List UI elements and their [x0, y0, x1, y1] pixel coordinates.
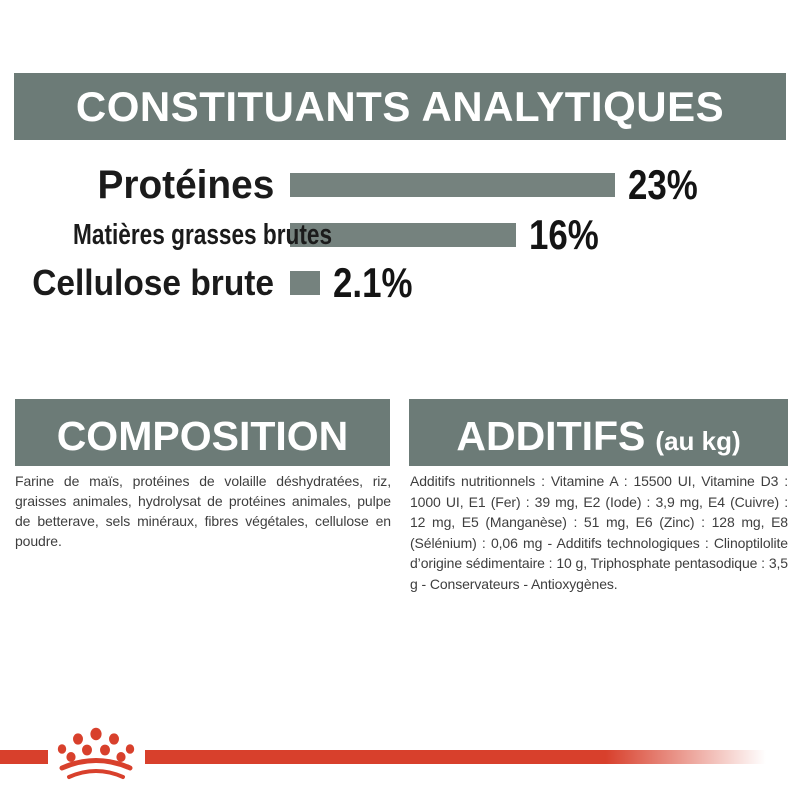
bar-label-cellulose: Cellulose brute: [32, 262, 274, 303]
analytical-constituents-header-band: CONSTITUANTS ANALYTIQUES: [14, 73, 786, 140]
composition-body-text: Farine de maïs, protéines de volaille dé…: [15, 473, 391, 549]
bar-value-matieres-grasses: 16%: [529, 211, 599, 258]
bar-label-proteines: Protéines: [97, 162, 274, 207]
bar-value-proteines: 23%: [628, 161, 698, 208]
bar-cellulose: [290, 271, 320, 295]
chart-row-proteines: Protéines 23%: [0, 161, 800, 208]
bar-proteines: [290, 173, 615, 197]
bar-label-matieres-grasses: Matières grasses brutes: [73, 218, 333, 251]
bar-matieres-grasses: [290, 223, 516, 247]
composition-header-band: COMPOSITION: [15, 399, 390, 466]
chart-row-cellulose: Cellulose brute 2.1%: [0, 259, 800, 306]
footer-stripe-left: [0, 750, 48, 764]
bar-value-cellulose: 2.1%: [333, 259, 413, 306]
analytical-constituents-title: CONSTITUANTS ANALYTIQUES: [75, 82, 725, 130]
royal-canin-crown-logo-icon: [57, 727, 135, 779]
additifs-header-band: ADDITIFS (au kg): [409, 399, 788, 466]
additifs-subtitle: (au kg): [655, 426, 741, 456]
composition-title: COMPOSITION: [56, 413, 349, 459]
additifs-title: ADDITIFS: [456, 413, 646, 459]
footer-stripe-right: [145, 750, 785, 764]
chart-row-matieres-grasses: Matières grasses brutes 16%: [0, 211, 800, 258]
additifs-body-text: Additifs nutritionnels : Vitamine A : 15…: [410, 473, 788, 592]
